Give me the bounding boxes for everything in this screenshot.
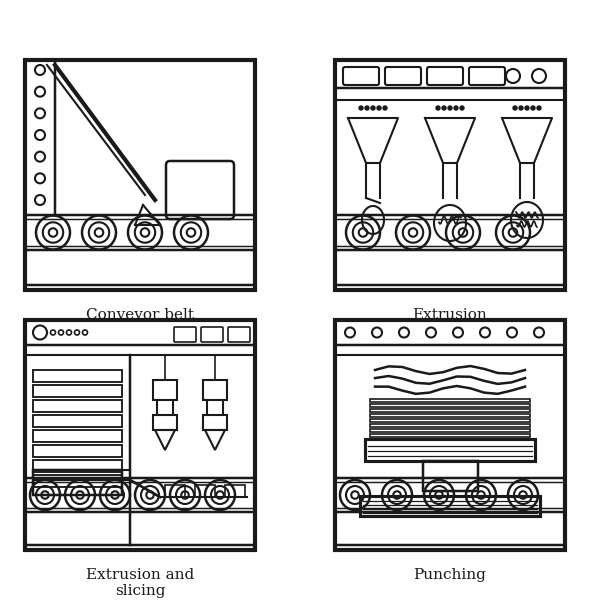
Bar [33,430,122,442]
Bar [360,496,540,516]
Bar [422,461,478,491]
Circle shape [359,106,363,110]
Bar [33,460,122,472]
Bar [370,433,530,437]
Circle shape [537,106,541,110]
Bar [33,475,122,487]
Bar [365,439,535,461]
Circle shape [513,106,517,110]
Bar [225,485,245,497]
Bar [370,403,530,407]
Circle shape [519,106,523,110]
Bar [33,445,122,457]
Bar [33,385,122,397]
Circle shape [442,106,446,110]
Bar [203,380,227,400]
Bar [195,485,215,497]
Bar [335,320,565,550]
Bar [370,409,530,412]
Text: Conveyor belt: Conveyor belt [86,308,194,322]
Circle shape [448,106,452,110]
Bar [203,415,227,430]
Circle shape [383,106,387,110]
Circle shape [377,106,381,110]
Bar [165,485,185,497]
Bar [25,60,255,290]
Bar [370,413,530,417]
Circle shape [436,106,440,110]
Circle shape [454,106,458,110]
Bar [370,398,530,402]
Circle shape [531,106,535,110]
Text: Extrusion and
slicing: Extrusion and slicing [86,568,194,598]
Circle shape [525,106,529,110]
Bar [33,370,122,382]
Bar [370,428,530,432]
Bar [33,400,122,412]
Circle shape [371,106,375,110]
Bar [335,60,565,290]
Circle shape [365,106,369,110]
Bar [153,380,177,400]
Text: Punching: Punching [413,568,487,582]
Bar [33,415,122,427]
Bar [370,424,530,427]
Text: Extrusion: Extrusion [413,308,487,322]
Circle shape [460,106,464,110]
Bar [25,320,255,550]
Bar [33,470,122,495]
Bar [370,419,530,422]
Bar [153,415,177,430]
